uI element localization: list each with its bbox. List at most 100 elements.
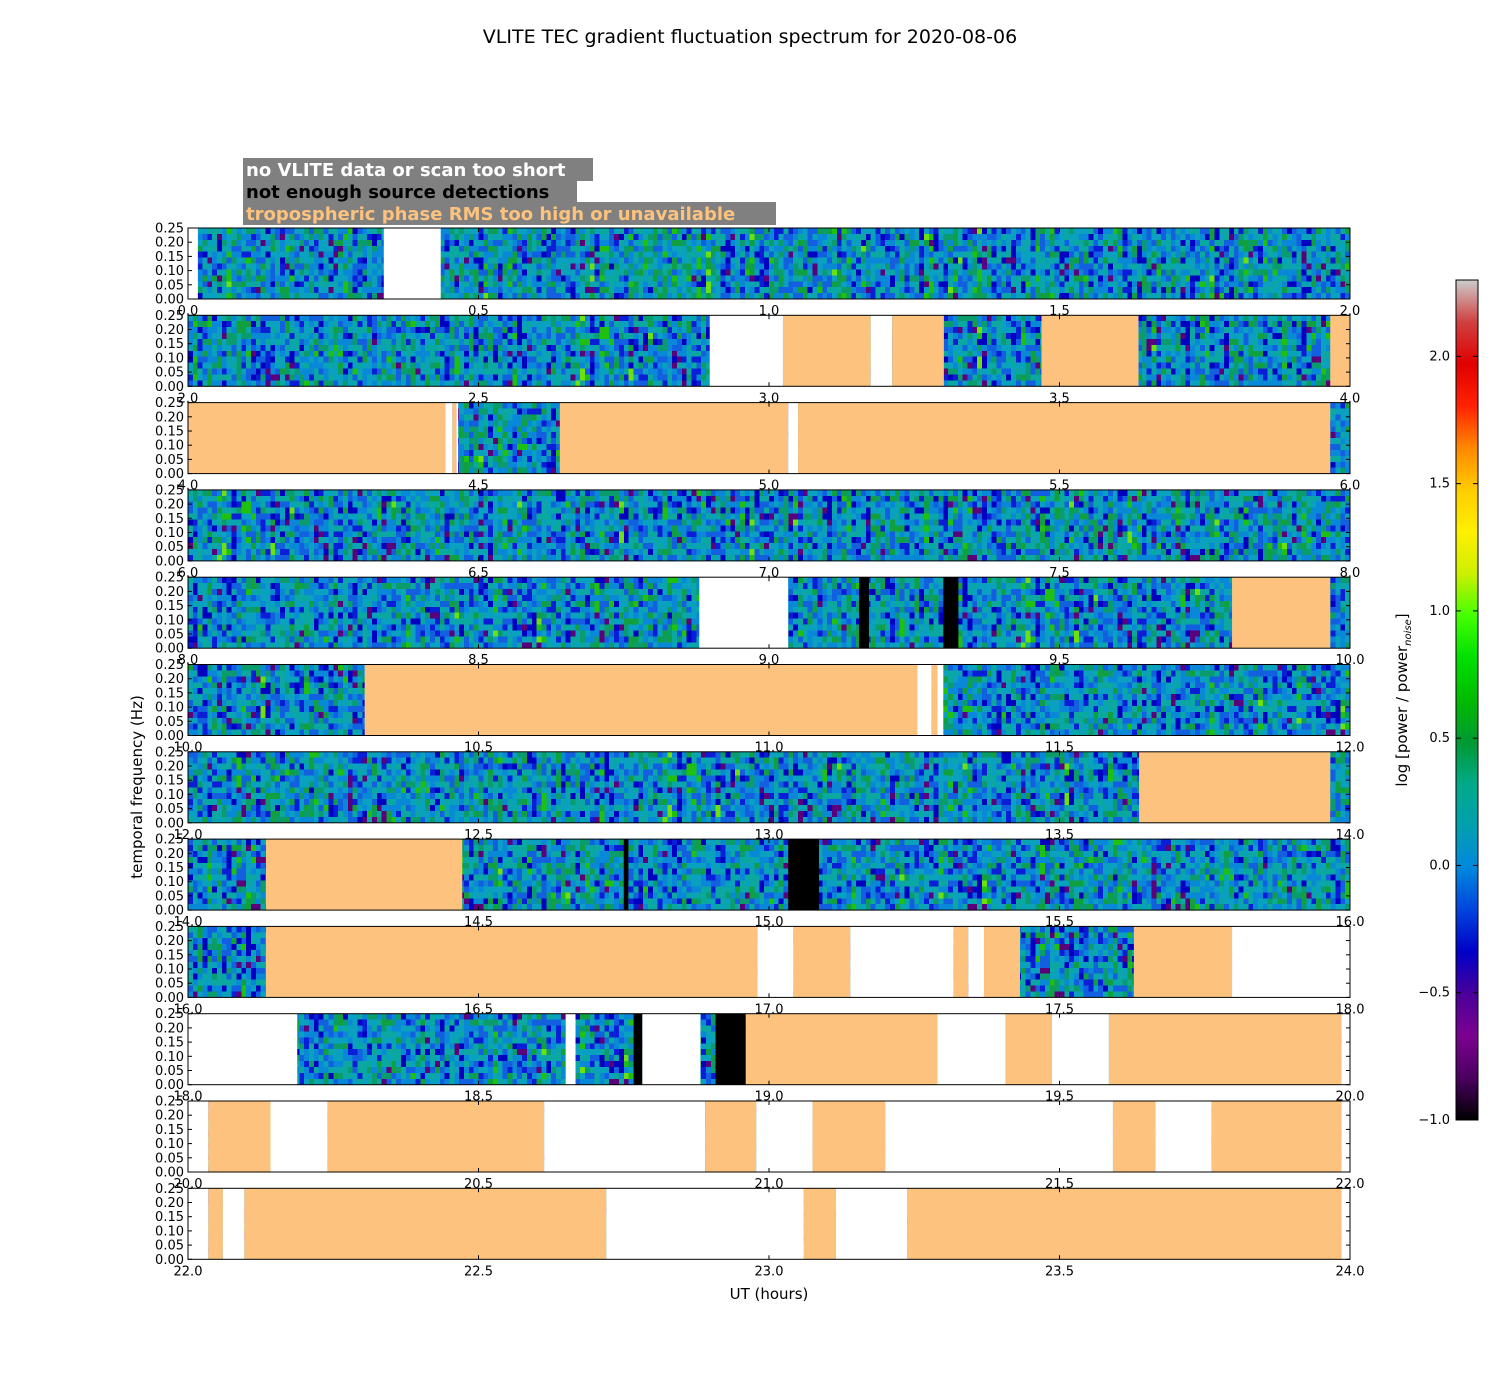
y-tick-label: 0.05: [155, 1064, 184, 1079]
chart-title: VLITE TEC gradient fluctuation spectrum …: [483, 26, 1017, 48]
y-tick-label: 0.10: [155, 788, 184, 803]
legend: no VLITE data or scan too short not enou…: [243, 158, 776, 225]
y-tick-label: 0.20: [155, 323, 184, 338]
mask-tropo: [1330, 315, 1350, 387]
mask-tropo: [983, 926, 1020, 998]
x-tick-label: 22.0: [174, 1264, 203, 1279]
mask-tropo: [1112, 1101, 1156, 1172]
mask-nodata: [917, 664, 932, 736]
y-tick-label: 0.15: [155, 512, 184, 527]
colorbar-tick-label: −0.5: [1418, 986, 1450, 1001]
mask-nodet: [859, 577, 869, 649]
y-tick-label: 0.05: [155, 366, 184, 381]
y-tick-label: 0.20: [155, 1109, 184, 1124]
mask-nodata: [1155, 1101, 1212, 1172]
colorbar-tick-label: 2.0: [1429, 349, 1450, 364]
x-axis-label: UT (hours): [730, 1285, 809, 1303]
mask-nodata: [1051, 1013, 1109, 1085]
y-tick-label: 0.05: [155, 1239, 184, 1254]
mask-nodata: [937, 664, 944, 736]
y-axis-label: temporal frequency (Hz): [128, 695, 146, 879]
colorbar-gradient: [1455, 279, 1479, 1121]
y-tick-label: 0.15: [155, 425, 184, 440]
x-tick-label: 22.5: [464, 1264, 493, 1279]
y-tick-label: 0.25: [155, 920, 184, 935]
y-tick-label: 0.10: [155, 1050, 184, 1065]
mask-nodata: [1341, 1188, 1350, 1260]
y-tick-label: 0.20: [155, 498, 184, 513]
y-tick-label: 0.15: [155, 250, 184, 265]
mask-nodata: [850, 926, 954, 998]
mask-tropo: [188, 402, 446, 474]
y-tick-label: 0.10: [155, 613, 184, 628]
mask-tropo: [745, 1013, 938, 1085]
mask-tropo: [1232, 577, 1331, 649]
x-tick-label: 24.0: [1336, 1264, 1365, 1279]
mask-tropo: [705, 1101, 757, 1172]
y-tick-label: 0.00: [155, 293, 184, 308]
mask-tropo: [793, 926, 851, 998]
y-tick-label: 0.10: [155, 1137, 184, 1152]
y-tick-label: 0.00: [155, 1166, 184, 1181]
y-tick-label: 0.15: [155, 686, 184, 701]
y-tick-label: 0.10: [155, 526, 184, 541]
y-tick-label: 0.05: [155, 802, 184, 817]
y-tick-label: 0.25: [155, 1007, 184, 1022]
mask-tropo: [559, 402, 789, 474]
colorbar-tick-label: −1.0: [1418, 1113, 1450, 1128]
y-tick-label: 0.10: [155, 1224, 184, 1239]
mask-nodata: [544, 1101, 706, 1172]
legend-entry-tropo: tropospheric phase RMS too high or unava…: [246, 204, 735, 225]
y-tick-label: 0.05: [155, 540, 184, 555]
panel-2: 0.000.050.100.150.200.254.0 4.5 5.0 5.5 6.0: [155, 396, 1360, 494]
mask-nodata: [968, 926, 984, 998]
mask-nodata: [756, 1101, 813, 1172]
panel-1: 0.000.050.100.150.200.252.0 2.5 3.0 3.5 4.0: [155, 309, 1360, 407]
y-tick-label: 0.25: [155, 309, 184, 324]
y-tick-label: 0.25: [155, 483, 184, 498]
y-tick-label: 0.20: [155, 1021, 184, 1036]
mask-tropo: [798, 402, 1331, 474]
y-tick-label: 0.00: [155, 816, 184, 831]
colorbar-tick-label: 1.0: [1429, 604, 1450, 619]
mask-tropo: [803, 1188, 836, 1260]
mask-nodata: [709, 315, 783, 387]
y-tick-label: 0.00: [155, 904, 184, 919]
mask-nodet: [788, 839, 819, 911]
y-tick-label: 0.15: [155, 337, 184, 352]
mask-tropo: [327, 1101, 545, 1172]
legend-entry-tropo-bg: [243, 202, 776, 225]
y-tick-label: 0.25: [155, 833, 184, 848]
y-tick-label: 0.20: [155, 1196, 184, 1211]
mask-nodata: [885, 1101, 1113, 1172]
mask-tropo: [892, 315, 944, 387]
y-tick-label: 0.20: [155, 760, 184, 775]
y-tick-label: 0.20: [155, 672, 184, 687]
mask-nodata: [937, 1013, 1006, 1085]
mask-nodata: [222, 1188, 245, 1260]
panel-3: 0.000.050.100.150.200.256.0 6.5 7.0 7.5 8.0: [155, 483, 1360, 581]
y-tick-label: 0.15: [155, 774, 184, 789]
mask-tropo: [208, 1101, 271, 1172]
legend-entry-nodet: not enough source detections: [246, 182, 549, 203]
y-tick-label: 0.05: [155, 278, 184, 293]
y-tick-label: 0.00: [155, 380, 184, 395]
legend-entry-nodet-bg: [243, 180, 577, 203]
mask-nodata: [1341, 1013, 1350, 1085]
mask-tropo: [1139, 751, 1331, 823]
mask-nodata: [835, 1188, 908, 1260]
colorbar: −1.0 −0.5 0.0 0.5 1.0 1.5 2.0 log [power / pow…: [1393, 279, 1479, 1128]
panel-4: 0.000.050.100.150.200.258.0 8.5 9.0 9.5 10.0: [155, 571, 1364, 669]
mask-nodata: [606, 1188, 804, 1260]
mask-nodata: [188, 228, 198, 299]
y-tick-label: 0.00: [155, 1078, 184, 1093]
colorbar-tick-label: 0.0: [1429, 858, 1450, 873]
mask-nodata: [383, 228, 441, 299]
